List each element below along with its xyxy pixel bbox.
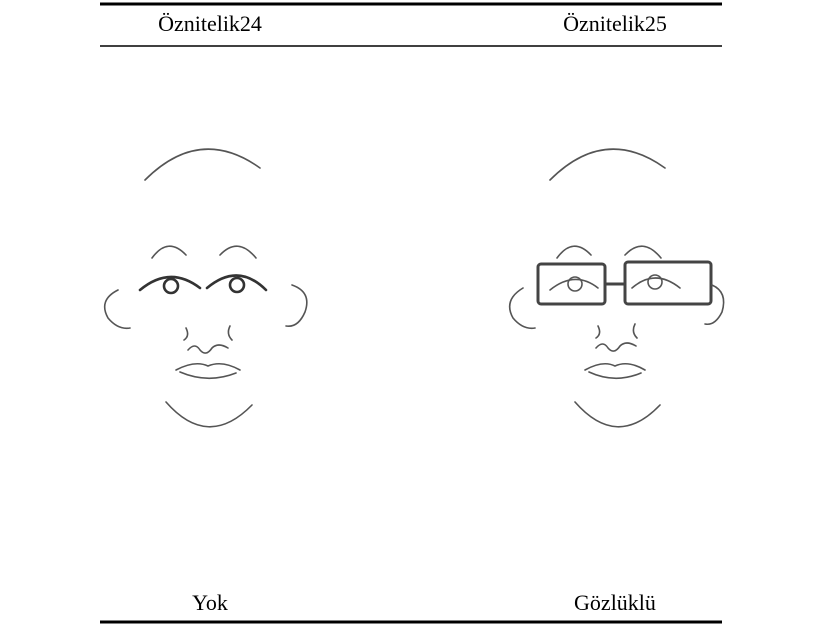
face-sketch-glasses [508, 148, 725, 428]
header-cell: Öznitelik24 [158, 11, 262, 36]
value-cell: Yok [192, 590, 228, 615]
face-sketch-plain [103, 148, 308, 428]
value-cell: Gözlüklü [574, 590, 656, 615]
header-cell: Öznitelik25 [563, 11, 667, 36]
